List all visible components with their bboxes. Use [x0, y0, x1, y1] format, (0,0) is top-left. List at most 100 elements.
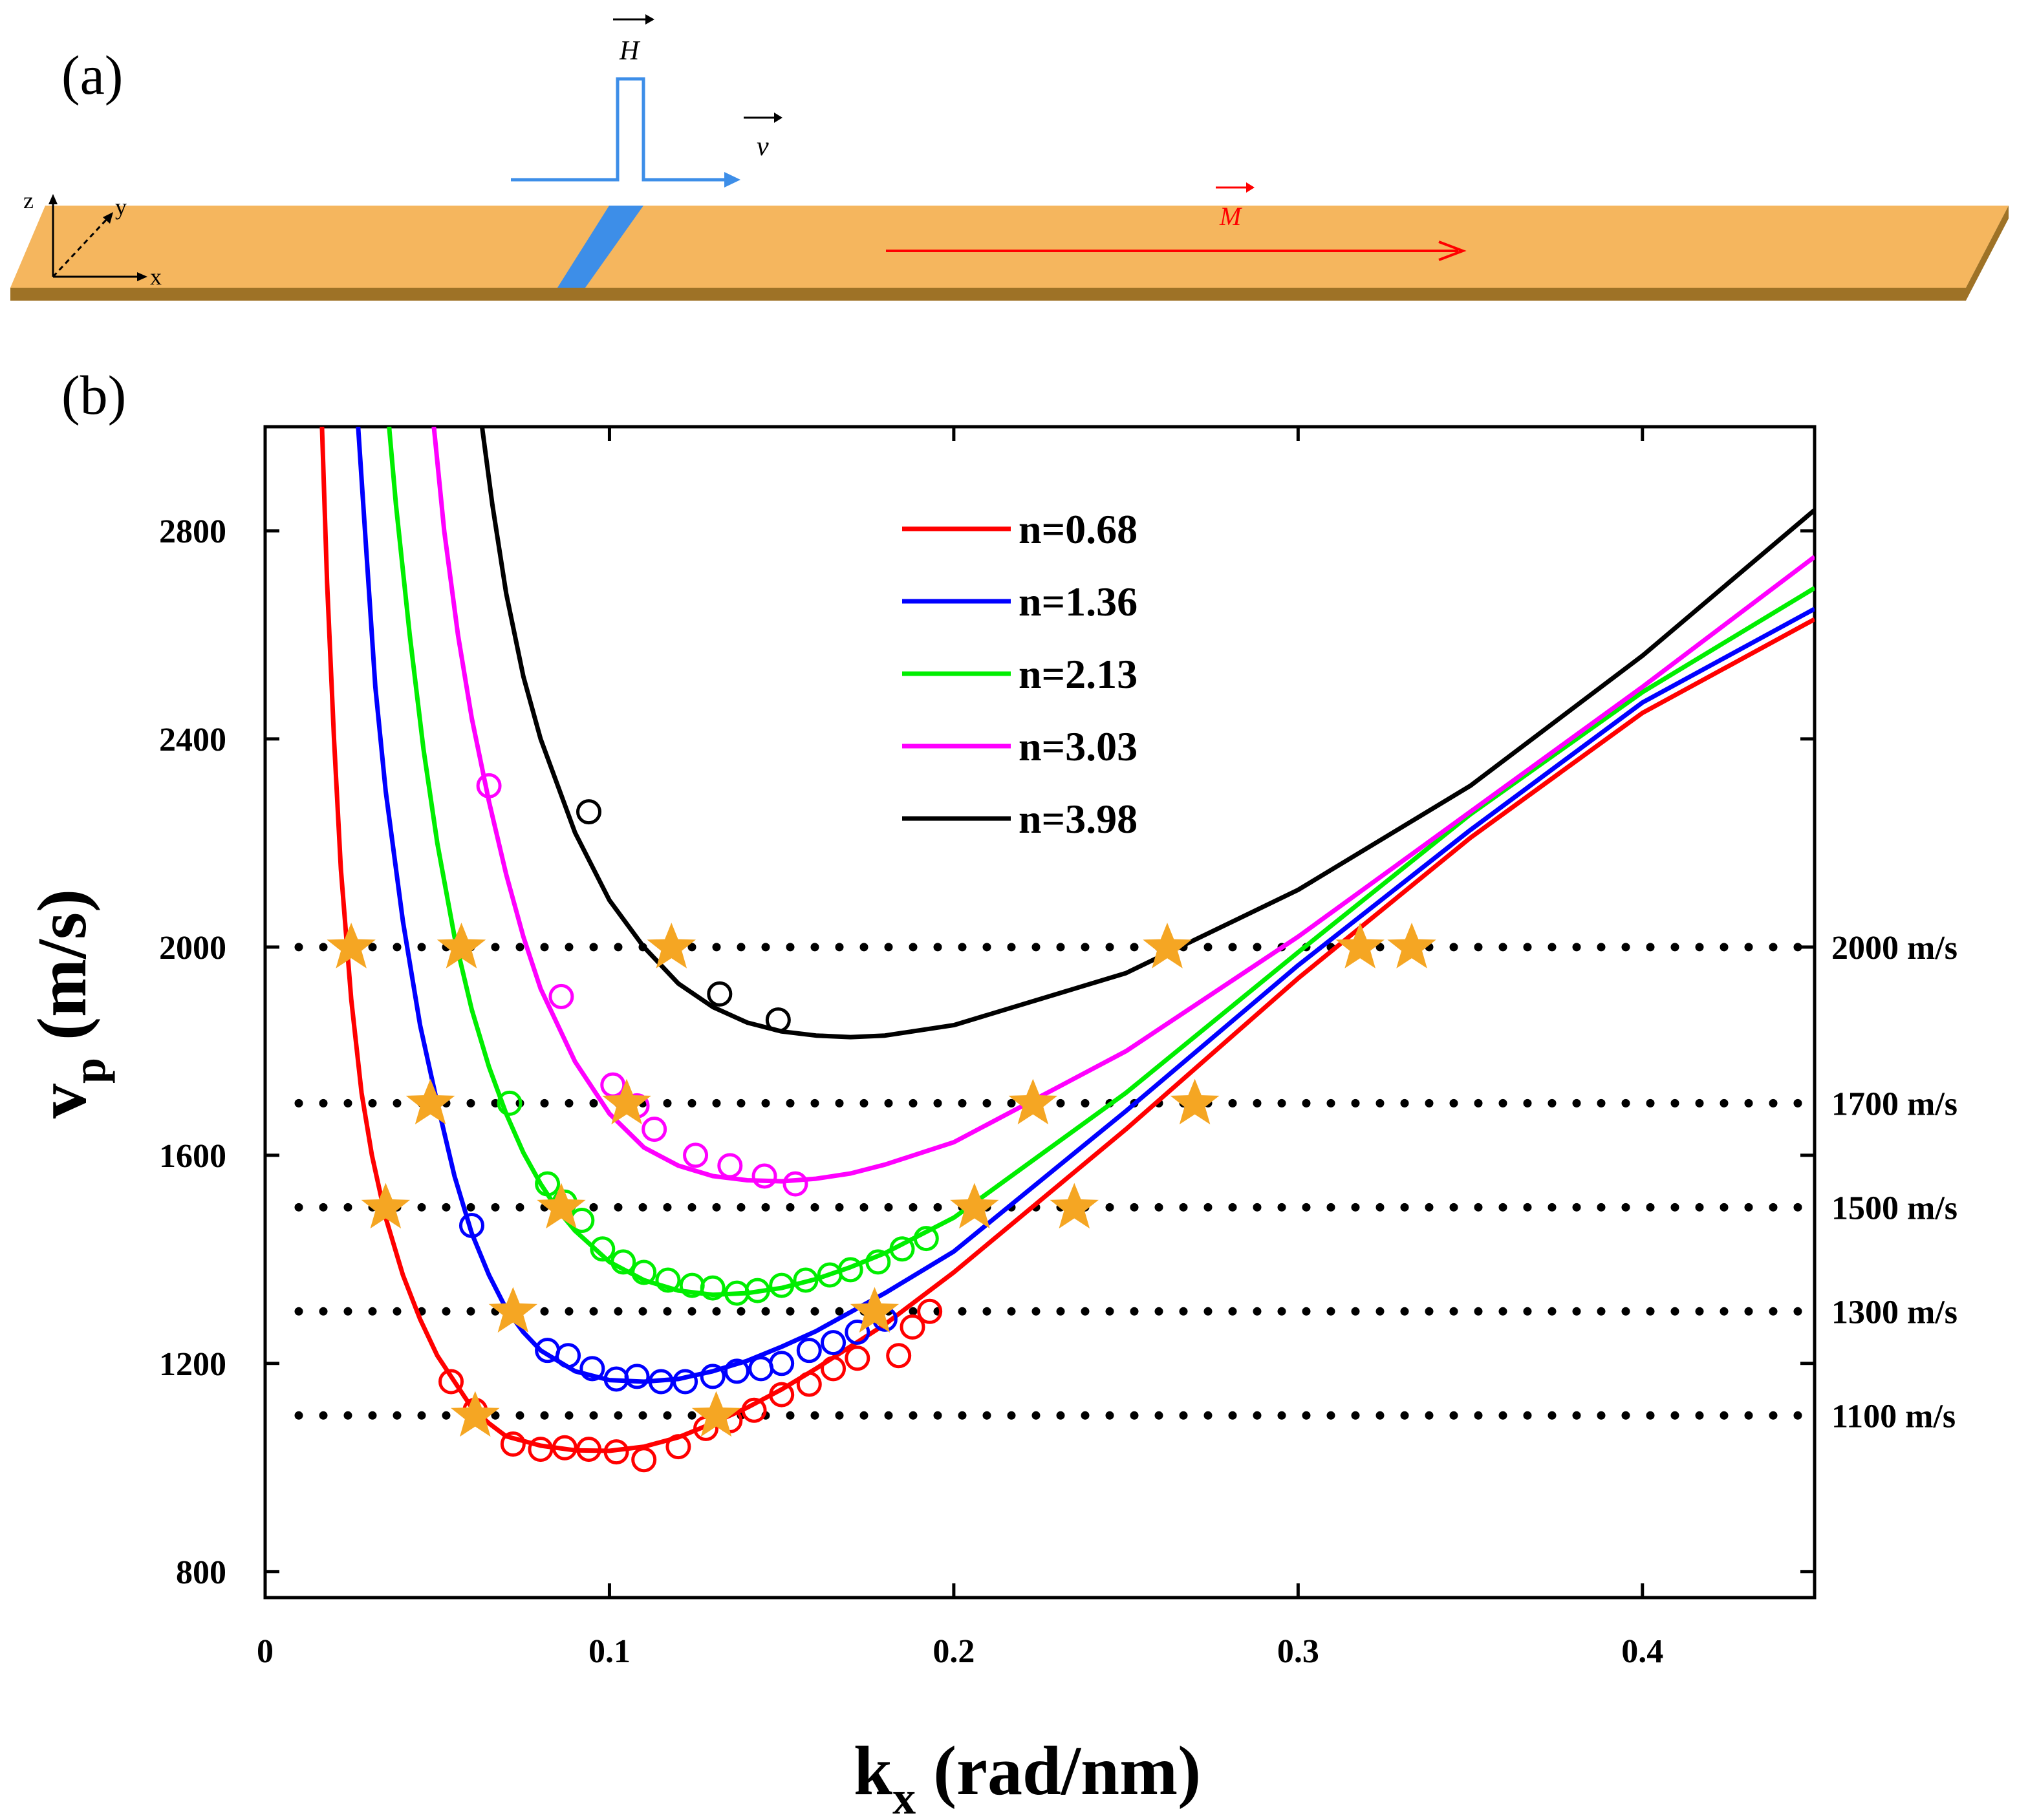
data-point	[845, 1320, 870, 1345]
data-point	[603, 1439, 629, 1465]
legend: n=0.68 n=1.36 n=2.13 n=3.03 n=3.98	[902, 506, 1138, 842]
data-point	[900, 1314, 925, 1340]
intersection-stars	[327, 923, 1436, 1437]
x-tick-label: 0.4	[1621, 1633, 1663, 1670]
series-line	[319, 427, 1815, 1453]
data-point	[917, 1298, 943, 1324]
legend-label: n=3.98	[1019, 796, 1138, 842]
series-markers	[438, 773, 943, 1473]
x-tick-label: 0.1	[588, 1633, 631, 1670]
reference-line-label: 1300 m/s	[1831, 1294, 1958, 1331]
data-point	[796, 1371, 822, 1397]
velocity-v-label: v	[744, 112, 782, 162]
y-tick-label: 800	[176, 1554, 226, 1591]
y-tick-label: 1200	[159, 1346, 226, 1383]
magnetization-m-label: M	[1216, 182, 1255, 231]
data-point	[683, 1142, 709, 1168]
svg-text:v: v	[757, 132, 769, 162]
data-point	[796, 1338, 822, 1364]
data-point	[556, 1343, 581, 1369]
panel-a-label: (a)	[61, 44, 123, 106]
panel-a: (a) H v M	[10, 14, 2009, 301]
data-point	[552, 1435, 577, 1461]
data-point	[821, 1330, 847, 1356]
data-point	[700, 1364, 726, 1389]
data-point	[744, 1278, 770, 1303]
field-pulse-profile	[511, 77, 740, 187]
data-point	[889, 1236, 915, 1262]
plot-frame	[263, 425, 1817, 1600]
series-line	[431, 427, 1815, 1184]
svg-text:M: M	[1219, 202, 1243, 231]
axis-y-label: y	[115, 194, 127, 220]
data-point	[458, 1213, 484, 1239]
y-tick-label: 1600	[159, 1138, 226, 1175]
domain-wall-band	[557, 206, 643, 288]
x-tick-label: 0.3	[1277, 1633, 1319, 1670]
data-point	[845, 1345, 870, 1371]
data-point	[707, 981, 733, 1007]
y-tick-label: 2400	[159, 722, 226, 758]
data-point	[590, 1236, 616, 1262]
data-point	[665, 1434, 691, 1460]
coordinate-axes: z y x	[23, 187, 162, 290]
data-point	[821, 1356, 847, 1382]
series-line	[387, 427, 1815, 1298]
legend-label: n=2.13	[1019, 651, 1138, 697]
data-point	[724, 1358, 750, 1384]
data-point	[717, 1153, 743, 1179]
data-point	[631, 1447, 657, 1473]
y-tick-label: 2800	[159, 513, 226, 550]
reference-line-label: 1700 m/s	[1831, 1086, 1958, 1122]
axis-z-label: z	[23, 187, 34, 213]
data-point	[837, 1257, 863, 1283]
data-point	[528, 1437, 554, 1462]
data-point	[741, 1397, 767, 1423]
data-point	[579, 1356, 605, 1382]
data-point	[655, 1267, 681, 1293]
reference-line-label: 2000 m/s	[1831, 930, 1958, 967]
series-line	[479, 427, 1815, 1040]
strip-side-face	[1966, 206, 2009, 301]
data-point	[600, 1072, 626, 1098]
data-point	[476, 773, 502, 798]
legend-label: n=0.68	[1019, 506, 1138, 552]
data-point	[765, 1007, 791, 1033]
data-point	[782, 1171, 808, 1197]
reference-lines	[294, 943, 1812, 1420]
data-point	[500, 1431, 526, 1457]
legend-label: n=3.03	[1019, 723, 1138, 769]
strip-top-face	[10, 206, 2009, 288]
data-point	[751, 1163, 777, 1189]
data-point	[548, 983, 574, 1009]
data-point	[610, 1249, 636, 1275]
series-curves	[319, 427, 1815, 1453]
panel-b-label: (b)	[61, 364, 126, 426]
y-axis-title: vp (m/s)	[24, 889, 115, 1119]
svg-text:H: H	[619, 36, 641, 66]
data-point	[769, 1351, 795, 1376]
data-point	[865, 1249, 891, 1275]
strip-front-face	[10, 288, 1966, 301]
data-point	[793, 1267, 819, 1293]
intersection-star	[327, 923, 376, 969]
field-h-label: H	[613, 14, 654, 66]
axis-x-label: x	[150, 264, 162, 290]
data-point	[576, 1437, 601, 1462]
data-point	[769, 1272, 795, 1298]
x-tick-label: 0	[257, 1633, 274, 1670]
x-axis-title: kx (rad/nm)	[854, 1733, 1201, 1820]
data-point	[913, 1226, 939, 1252]
data-point	[673, 1369, 698, 1395]
velocity-arrowhead	[724, 172, 740, 187]
x-tick-label: 0.2	[933, 1633, 975, 1670]
data-point	[642, 1117, 667, 1142]
reference-line-label: 1500 m/s	[1831, 1190, 1958, 1226]
data-point	[700, 1275, 726, 1301]
intersection-star	[1008, 1078, 1058, 1125]
y-tick-label: 2000	[159, 930, 226, 967]
data-point	[624, 1364, 650, 1389]
reference-line-labels: 2000 m/s 1700 m/s 1500 m/s 1300 m/s 1100 m/s	[1831, 930, 1958, 1435]
data-point	[748, 1356, 774, 1382]
